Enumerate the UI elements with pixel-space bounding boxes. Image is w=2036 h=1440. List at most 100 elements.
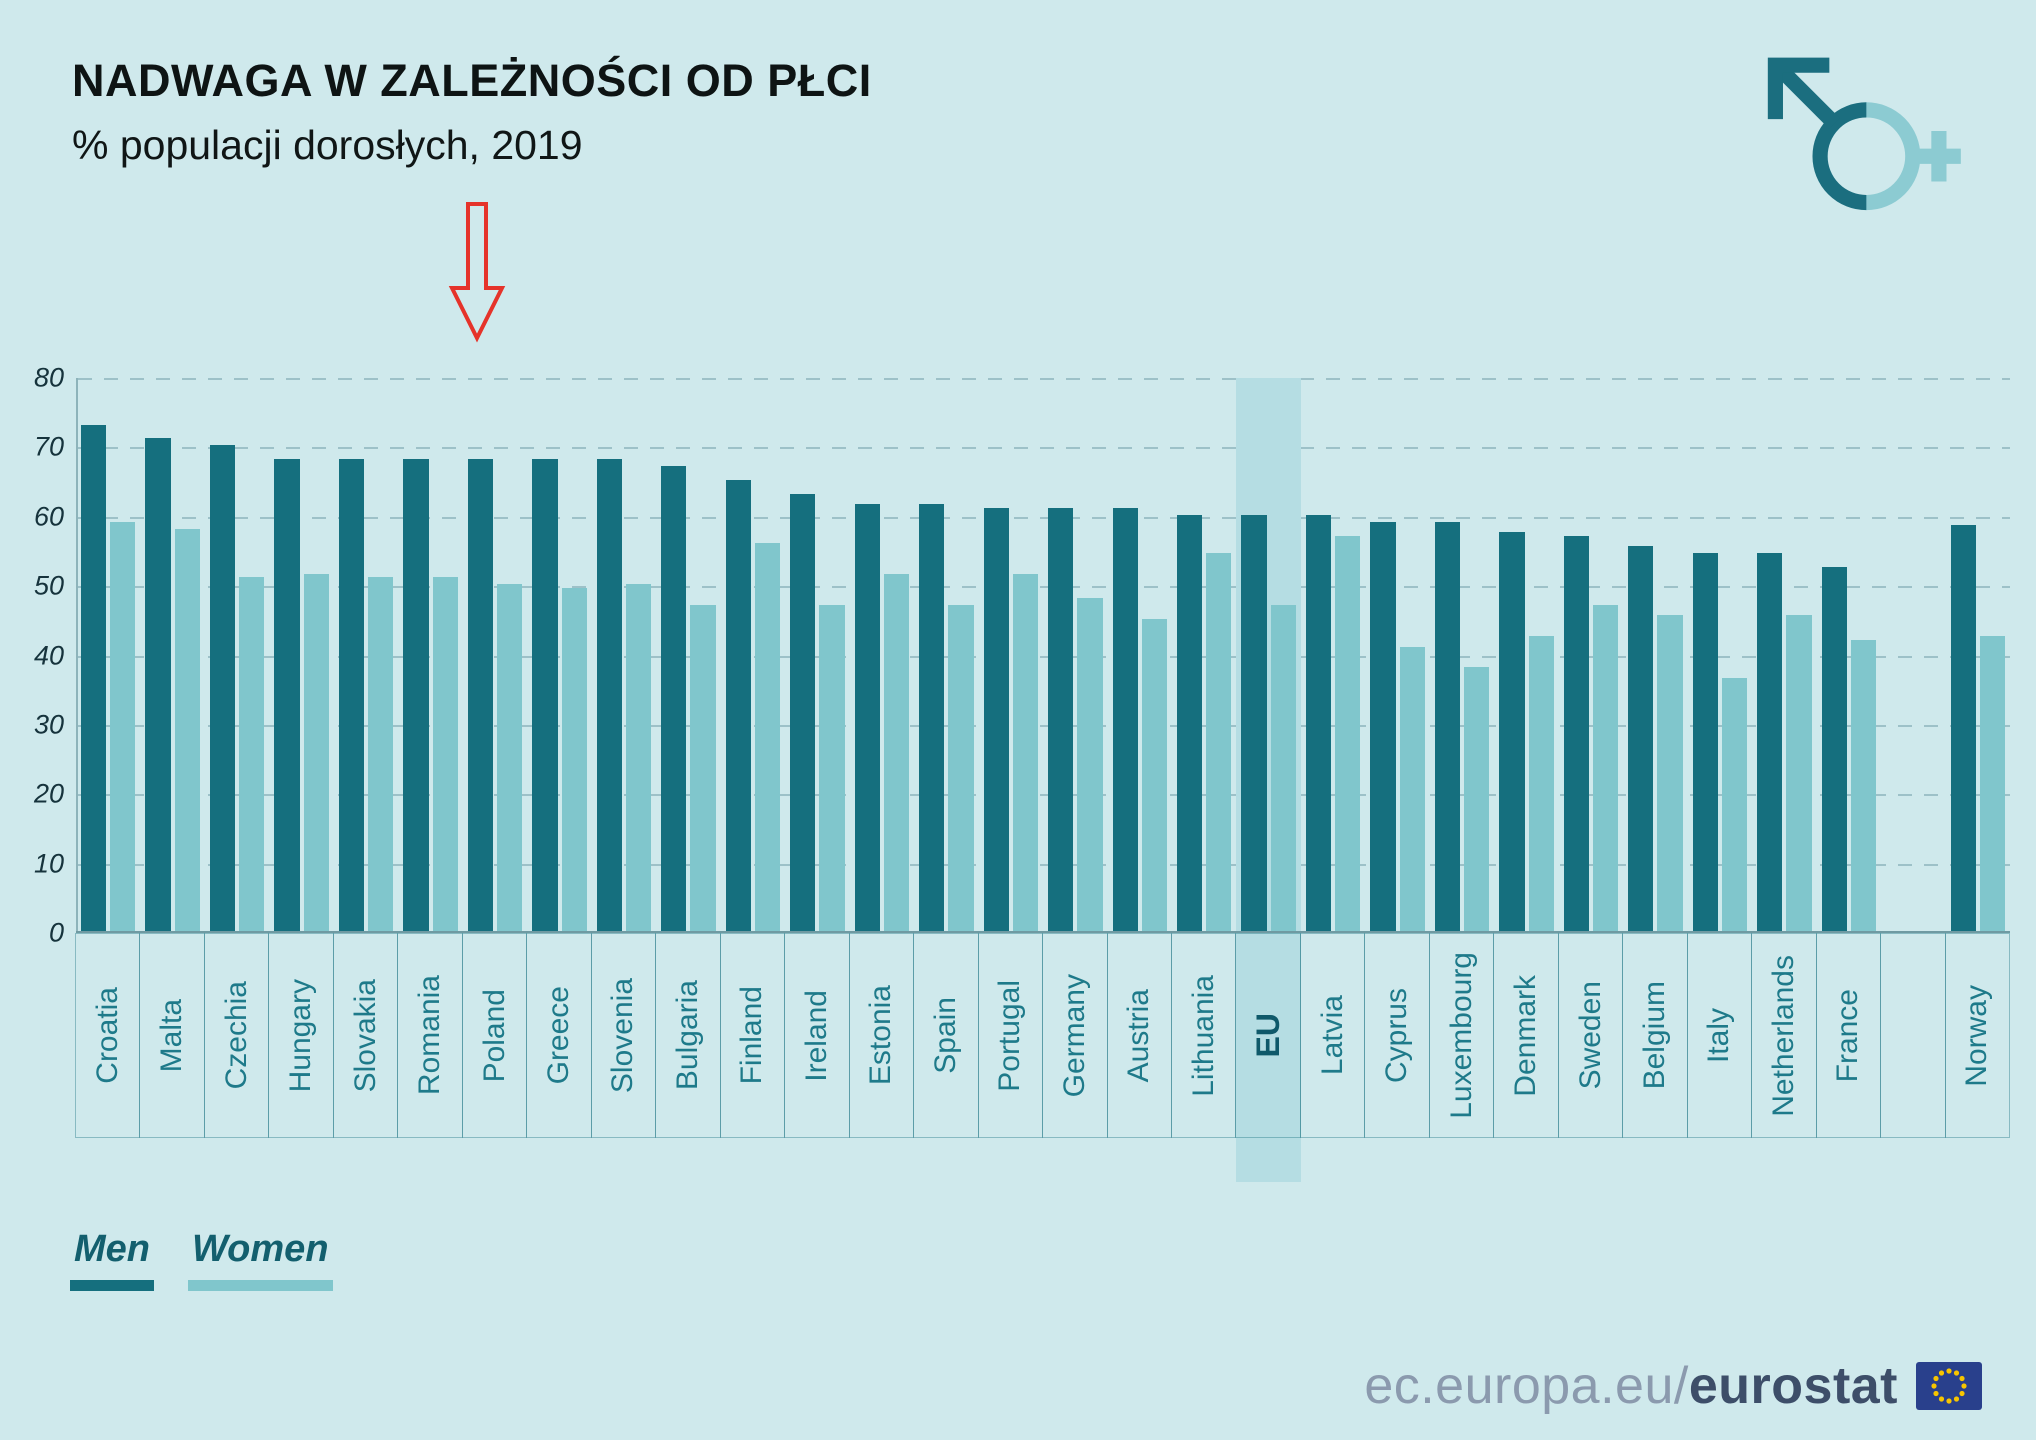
bar-men-estonia <box>854 504 880 931</box>
column-italy: Italy <box>1686 378 1753 1138</box>
gridline-60 <box>78 516 2010 519</box>
bar-women-croatia <box>110 521 136 931</box>
footer: ec.europa.eu/eurostat <box>1364 1356 1982 1416</box>
country-label: Netherlands <box>1766 954 1800 1117</box>
legend-women-label: Women <box>192 1228 329 1270</box>
country-label: Latvia <box>1315 995 1349 1076</box>
bar-area-portugal <box>978 378 1044 933</box>
bar-area-finland <box>720 378 786 933</box>
column-slovenia: Slovenia <box>590 378 657 1138</box>
column-finland: Finland <box>719 378 786 1138</box>
x-label-italy: Italy <box>1686 933 1753 1138</box>
bar-women-belgium <box>1657 615 1683 931</box>
country-label: Hungary <box>284 978 318 1093</box>
x-label-poland: Poland <box>461 933 528 1138</box>
country-label: Germany <box>1057 973 1091 1098</box>
legend-item-women: Women <box>188 1228 333 1291</box>
bar-men-croatia <box>81 424 107 931</box>
country-label: Lithuania <box>1186 974 1220 1097</box>
country-label: Croatia <box>90 987 124 1084</box>
bar-area-croatia <box>76 378 141 933</box>
x-label-bulgaria: Bulgaria <box>655 933 721 1138</box>
x-label-czechia: Czechia <box>203 933 270 1138</box>
footer-url-prefix: ec.europa.eu/ <box>1364 1357 1689 1415</box>
bar-women-malta <box>174 528 200 931</box>
country-label: Finland <box>735 986 769 1085</box>
x-label-ireland: Ireland <box>784 933 850 1138</box>
bar-women-latvia <box>1335 535 1361 931</box>
bar-area-luxembourg <box>1429 378 1495 933</box>
column-cyprus: Cyprus <box>1364 378 1430 1138</box>
gridline-20 <box>78 794 2010 797</box>
column-malta: Malta <box>139 378 205 1138</box>
x-label-greece: Greece <box>526 933 592 1138</box>
bar-women-italy <box>1721 677 1748 931</box>
footer-url: ec.europa.eu/eurostat <box>1364 1356 1898 1416</box>
page-title: NADWAGA W ZALEŻNOŚCI OD PŁCI <box>72 55 872 106</box>
bar-men-hungary <box>274 459 300 931</box>
bar-area-italy <box>1687 378 1753 933</box>
column-norway: Norway <box>1944 378 2011 1138</box>
bar-area-denmark <box>1494 378 1559 933</box>
bar-women-germany <box>1077 598 1103 931</box>
column-denmark: Denmark <box>1493 378 1559 1138</box>
column-sweden: Sweden <box>1557 378 1624 1138</box>
x-label-croatia: Croatia <box>75 933 141 1138</box>
x-label-romania: Romania <box>397 933 463 1138</box>
column-croatia: Croatia <box>75 378 141 1138</box>
gridline-80 <box>78 378 2010 380</box>
bar-men-lithuania <box>1176 514 1203 931</box>
gridline-50 <box>78 586 2010 589</box>
column-spain: Spain <box>913 378 979 1138</box>
y-axis-label-30: 30 <box>33 709 64 740</box>
column-romania: Romania <box>397 378 463 1138</box>
x-label-spacer <box>1880 933 1946 1138</box>
x-label-malta: Malta <box>139 933 205 1138</box>
gridline-layer <box>76 378 2010 933</box>
bar-men-germany <box>1048 507 1074 931</box>
country-label: Austria <box>1122 988 1156 1083</box>
bar-men-slovenia <box>596 459 622 931</box>
bar-women-lithuania <box>1206 552 1232 931</box>
bar-men-norway <box>1950 525 1976 931</box>
bar-men-cyprus <box>1370 521 1396 931</box>
x-label-lithuania: Lithuania <box>1170 933 1237 1138</box>
country-label: Belgium <box>1637 981 1671 1090</box>
bar-women-france <box>1850 639 1877 931</box>
column-belgium: Belgium <box>1622 378 1688 1138</box>
bar-women-norway <box>1979 636 2006 931</box>
bar-men-slovakia <box>338 459 365 931</box>
y-axis-label-20: 20 <box>33 778 64 809</box>
x-label-netherlands: Netherlands <box>1751 933 1817 1138</box>
legend-men-label: Men <box>74 1228 150 1270</box>
x-label-norway: Norway <box>1944 933 2011 1138</box>
bar-columns: Croatia Malta Czechia Hungary Slovakia Romani… <box>75 378 2011 1182</box>
bar-men-france <box>1821 566 1847 931</box>
country-label: Italy <box>1702 1007 1736 1064</box>
country-label: Slovakia <box>348 978 382 1093</box>
bar-area-germany <box>1043 378 1108 933</box>
column-eu: EU <box>1235 378 1302 1182</box>
column-luxembourg: Luxembourg <box>1428 378 1495 1138</box>
bar-area-netherlands <box>1752 378 1817 933</box>
bar-men-bulgaria <box>661 466 687 931</box>
bar-area-slovakia <box>333 378 399 933</box>
bar-men-italy <box>1692 552 1718 931</box>
bar-women-estonia <box>883 573 910 931</box>
country-label: Estonia <box>864 985 898 1086</box>
country-label: Greece <box>542 986 576 1085</box>
legend-women-swatch <box>188 1280 333 1291</box>
y-axis-label-50: 50 <box>33 570 64 601</box>
country-label: Luxembourg <box>1444 952 1478 1119</box>
bar-area-bulgaria <box>656 378 721 933</box>
column-netherlands: Netherlands <box>1751 378 1817 1138</box>
bar-area-estonia <box>849 378 915 933</box>
column-lithuania: Lithuania <box>1170 378 1237 1138</box>
country-label: Denmark <box>1509 974 1543 1097</box>
legend-item-men: Men <box>70 1228 154 1291</box>
x-label-slovenia: Slovenia <box>590 933 657 1138</box>
x-label-denmark: Denmark <box>1493 933 1559 1138</box>
column-germany: Germany <box>1042 378 1108 1138</box>
bar-area-ireland <box>785 378 850 933</box>
bar-women-slovenia <box>625 584 652 931</box>
